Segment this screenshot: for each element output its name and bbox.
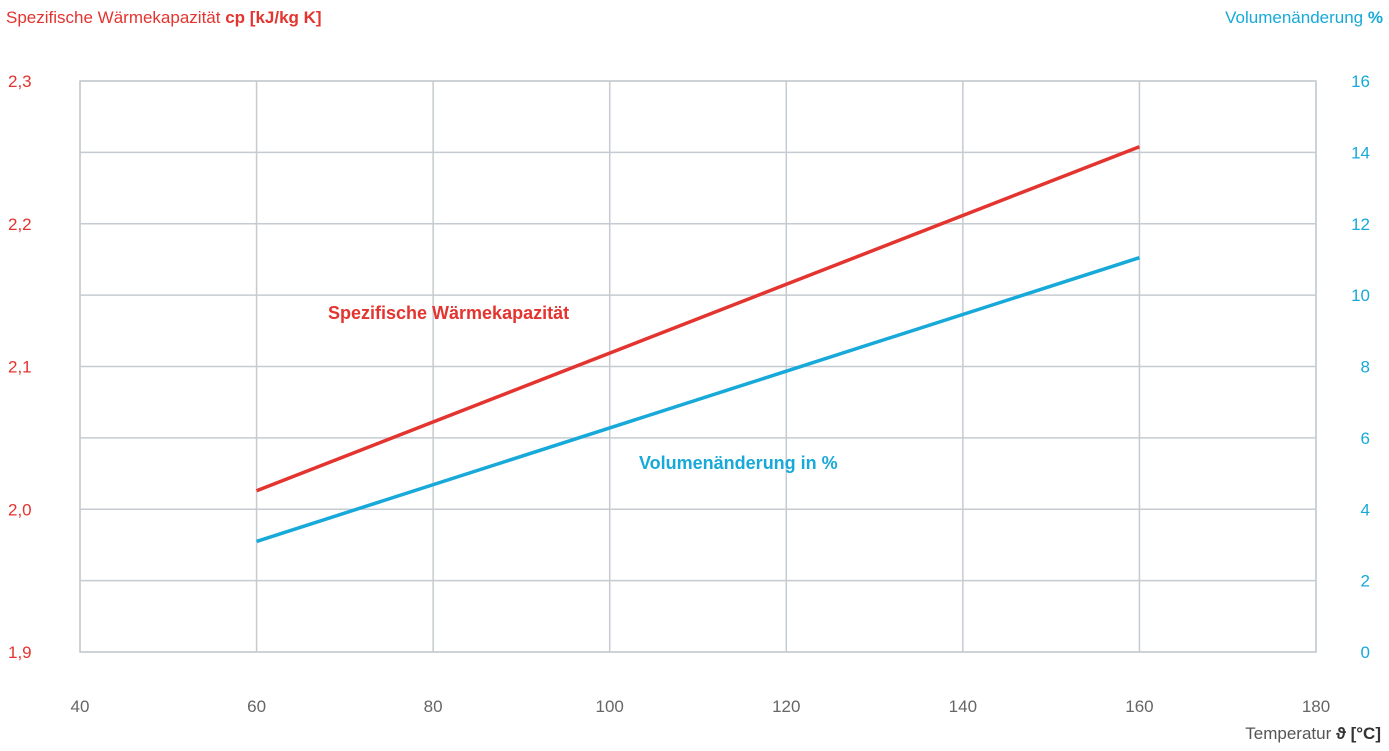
y-right-tick-label: 0	[1361, 643, 1370, 662]
y-left-tick-label: 2,3	[8, 72, 32, 91]
plot-frame	[79, 80, 1317, 653]
left-axis-unit: cp [kJ/kg K]	[225, 8, 322, 27]
series-label-volumenaenderung: Volumenänderung in %	[639, 453, 838, 473]
x-tick-label: 100	[596, 697, 624, 716]
y-right-tick-label: 12	[1351, 215, 1370, 234]
x-tick-label: 40	[71, 697, 90, 716]
x-tick-label: 120	[772, 697, 800, 716]
series-label-waermekapazitaet: Spezifische Wärmekapazität	[328, 303, 569, 323]
y-left-tick-label: 2,1	[8, 358, 32, 377]
x-axis-unit: ϑ [°C]	[1335, 724, 1381, 743]
y-right-tick-label: 6	[1361, 429, 1370, 448]
left-axis-label: Spezifische Wärmekapazität	[6, 8, 221, 27]
right-axis-unit: %	[1367, 8, 1383, 27]
y-right-tick-label: 14	[1351, 143, 1370, 162]
left-axis-title: Spezifische Wärmekapazität cp [kJ/kg K]	[6, 8, 322, 28]
x-tick-label: 180	[1302, 697, 1330, 716]
y-right-tick-label: 10	[1351, 286, 1370, 305]
y-right-tick-label: 8	[1361, 358, 1370, 377]
y-left-tick-label: 2,0	[8, 500, 32, 519]
y-right-tick-label: 2	[1361, 572, 1370, 591]
x-tick-label: 140	[949, 697, 977, 716]
x-axis-title: Temperatur ϑ [°C]	[1245, 724, 1381, 744]
x-tick-label: 160	[1125, 697, 1153, 716]
x-tick-label: 60	[247, 697, 266, 716]
y-right-tick-label: 16	[1351, 72, 1370, 91]
y-left-tick-label: 2,2	[8, 215, 32, 234]
series-line-volumenaenderung	[256, 256, 1140, 544]
right-axis-title: Volumenänderung %	[1225, 8, 1383, 28]
x-axis-label: Temperatur	[1245, 724, 1332, 743]
series-line-waermekapazitaet	[255, 145, 1141, 493]
right-axis-label: Volumenänderung	[1225, 8, 1364, 27]
x-tick-label: 80	[424, 697, 443, 716]
y-left-tick-label: 1,9	[8, 643, 32, 662]
y-right-tick-label: 4	[1361, 500, 1370, 519]
